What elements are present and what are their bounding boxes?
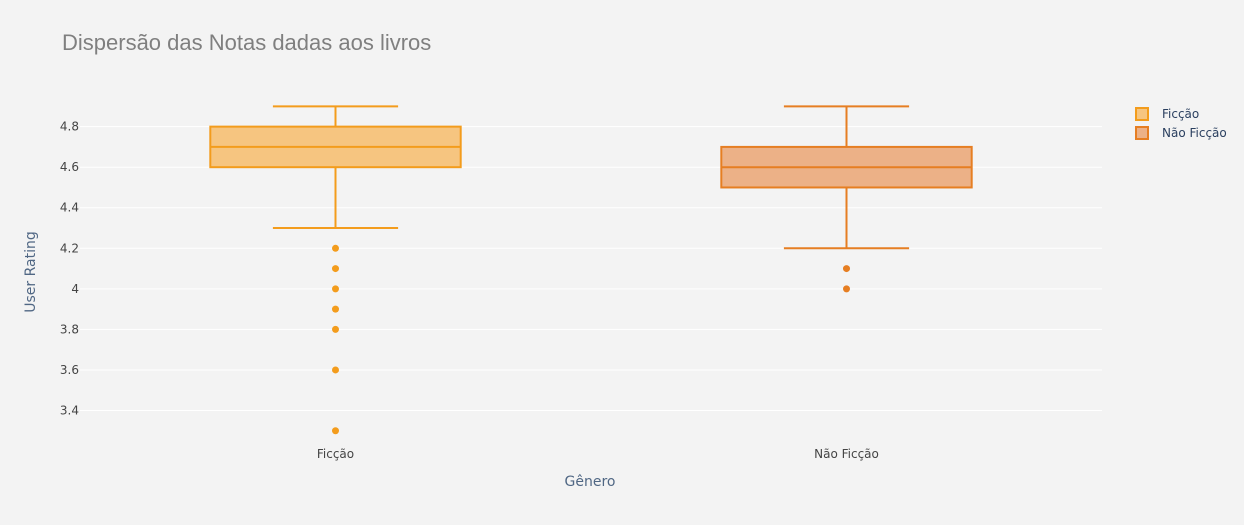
outlier-point [332, 427, 339, 435]
x-tick-label: Não Ficção [814, 447, 879, 461]
legend-item-2[interactable]: Não Ficção [1135, 126, 1227, 140]
legend[interactable]: Ficção Não Ficção [1135, 107, 1227, 140]
y-tick-label: 3.6 [60, 363, 79, 377]
box-2[interactable] [720, 105, 973, 293]
outlier-point [332, 366, 339, 374]
box-1[interactable] [209, 105, 462, 435]
y-tick-label: 4.8 [60, 120, 79, 134]
y-tick-label: 4.4 [60, 201, 79, 215]
outlier-point [843, 285, 850, 293]
y-tick-label: 4.2 [60, 241, 79, 255]
y-axis-title: User Rating [23, 231, 39, 313]
x-tick-label: Ficção [317, 447, 354, 461]
box-series [209, 105, 973, 435]
outlier-point [332, 244, 339, 252]
chart-title: Dispersão das Notas dadas aos livros [62, 30, 431, 55]
legend-swatch [1135, 107, 1149, 121]
x-axis-ticks: Ficção Não Ficção [317, 447, 879, 461]
outlier-point [332, 285, 339, 293]
outlier-point [332, 325, 339, 333]
y-tick-label: 4 [71, 282, 79, 296]
outlier-point [332, 265, 339, 273]
y-axis-ticks: 3.4 3.6 3.8 4 4.2 4.4 4.6 4.8 [60, 120, 79, 418]
legend-label: Não Ficção [1162, 126, 1227, 140]
y-tick-label: 3.4 [60, 404, 79, 418]
legend-label: Ficção [1162, 107, 1199, 121]
legend-swatch [1135, 126, 1149, 140]
legend-item-1[interactable]: Ficção [1135, 107, 1199, 121]
y-tick-label: 4.6 [60, 160, 79, 174]
outlier-point [843, 265, 850, 273]
y-tick-label: 3.8 [60, 322, 79, 336]
outlier-point [332, 305, 339, 313]
x-axis-title: Gênero [565, 474, 616, 490]
